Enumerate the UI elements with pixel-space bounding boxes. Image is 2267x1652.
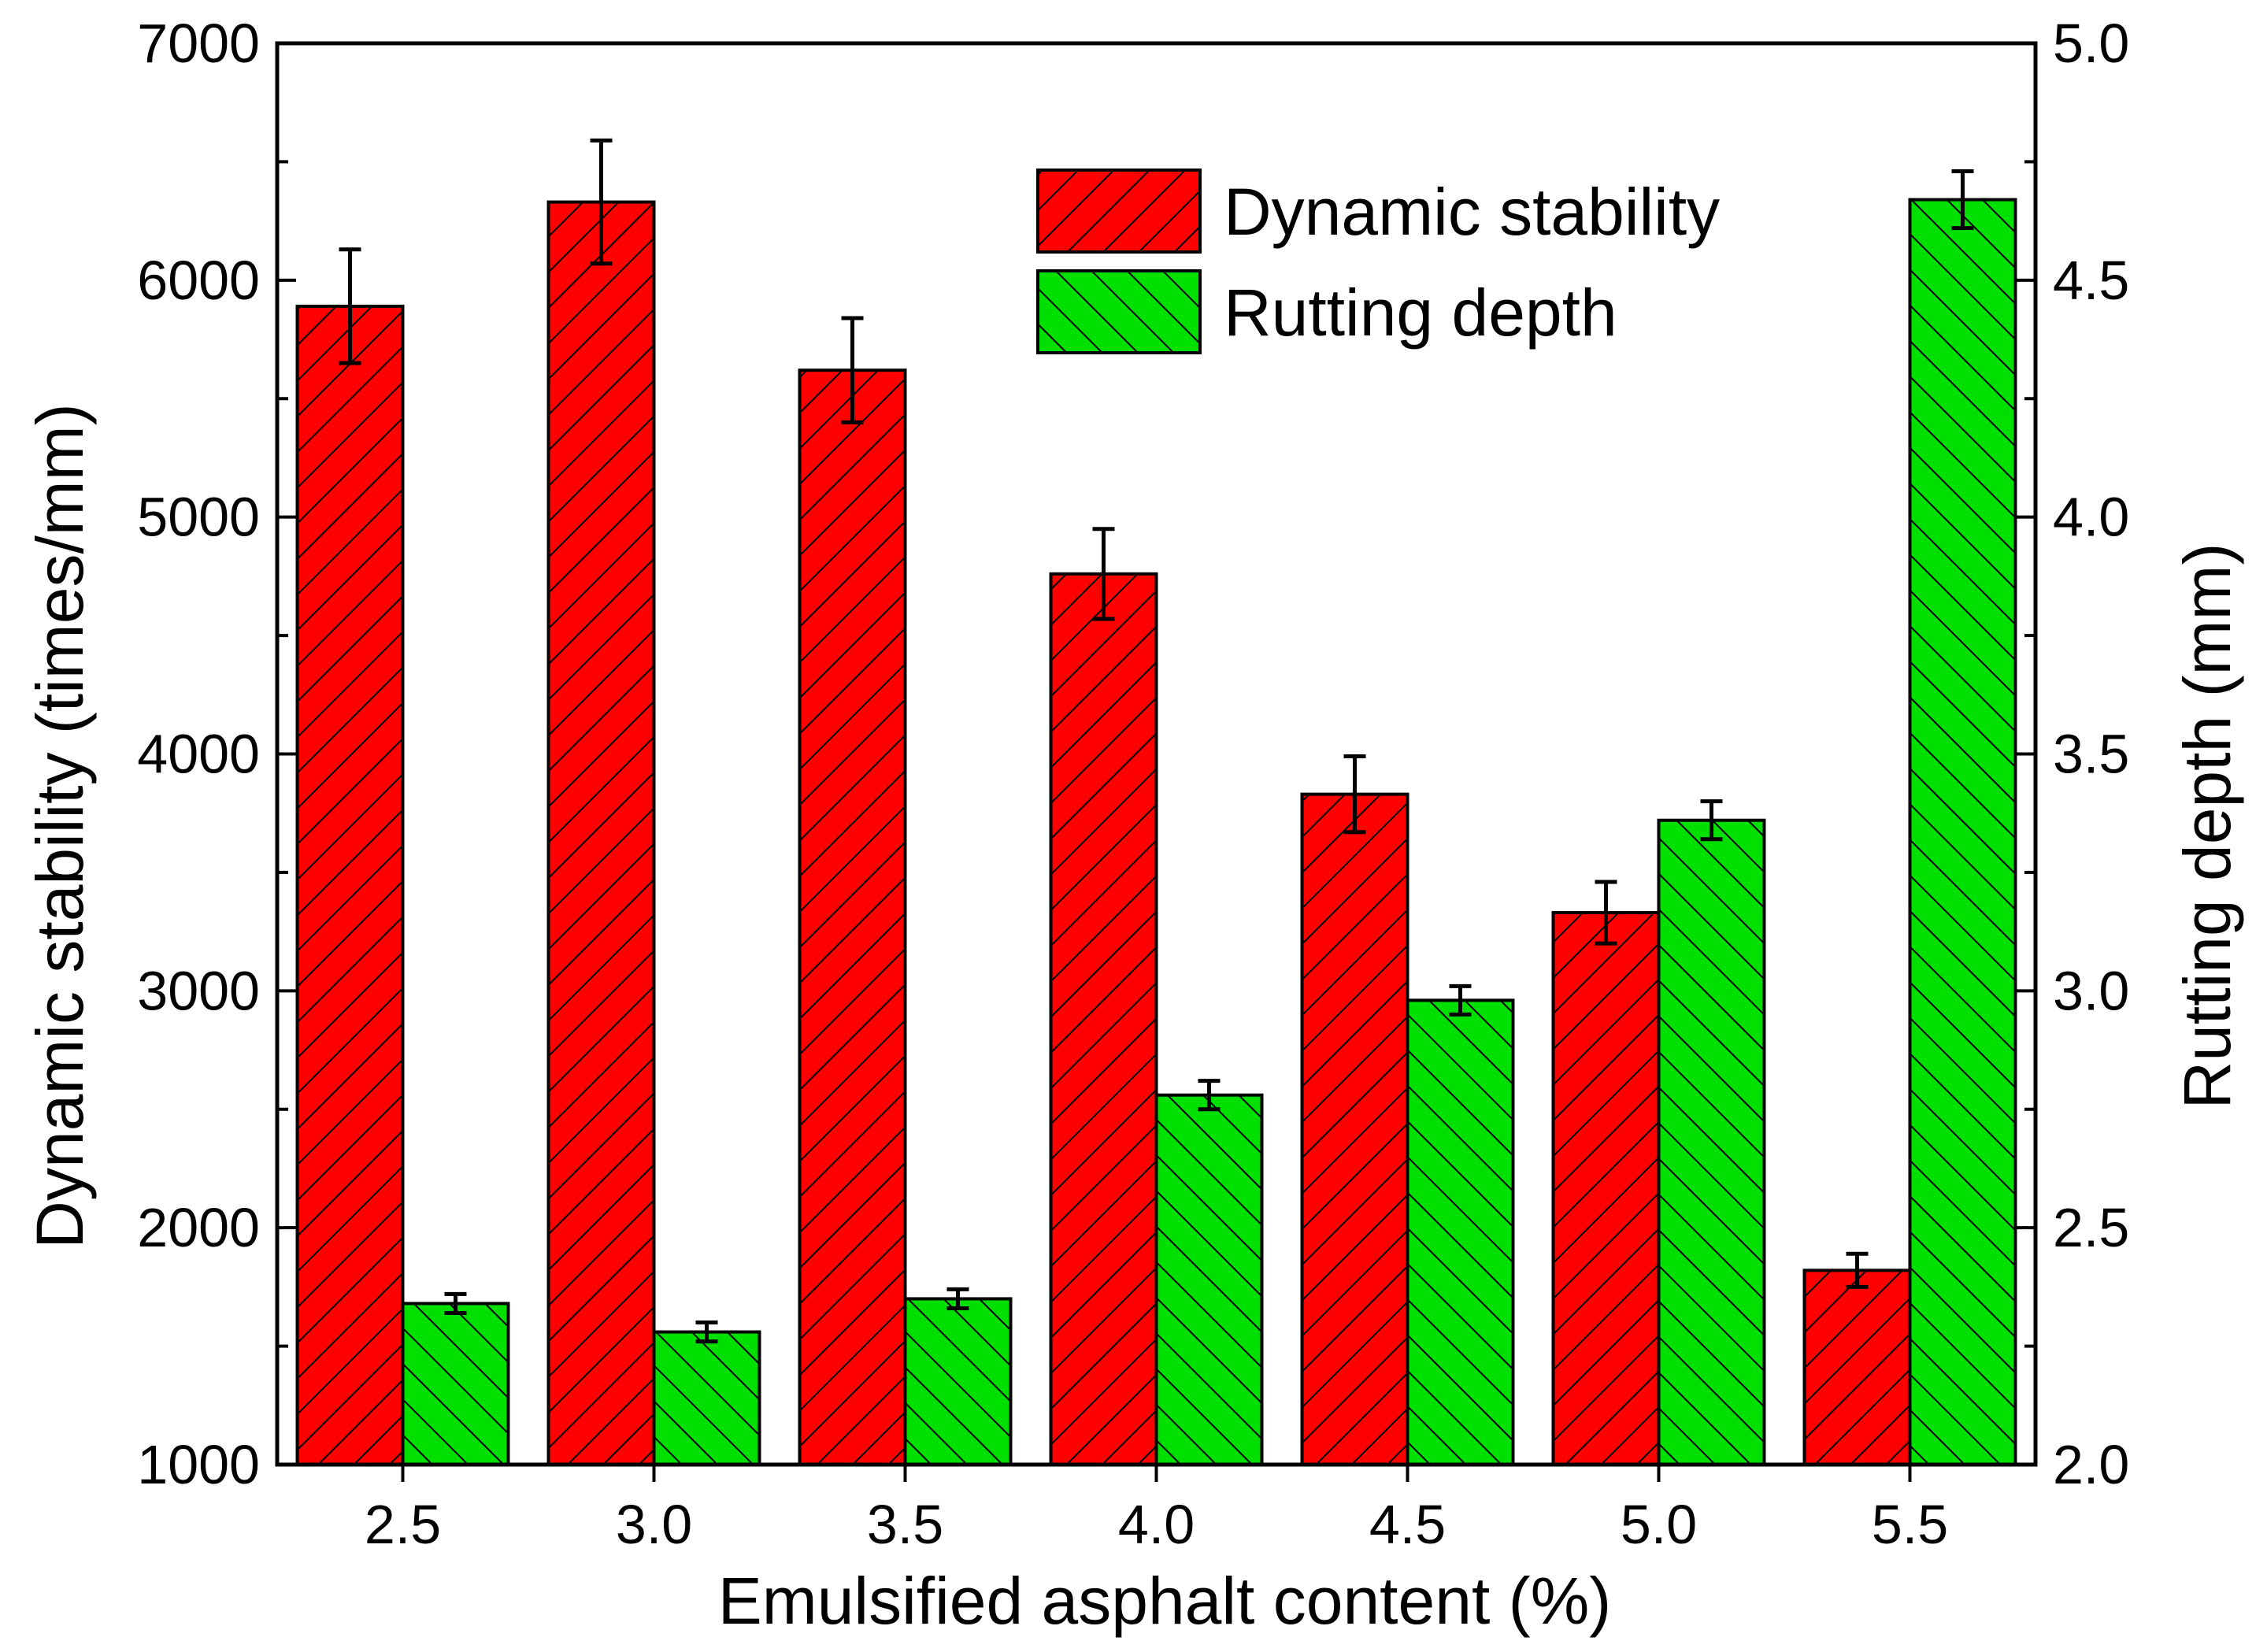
left-tick-label: 4000 (137, 724, 260, 785)
right-tick-label: 4.5 (2053, 250, 2129, 311)
x-tick-label: 5.5 (1872, 1494, 1948, 1555)
x-tick-label: 3.0 (616, 1494, 692, 1555)
bar-dynamic-stability (1049, 572, 1158, 1466)
x-axis-ticks: 2.5 3.0 3.5 4.0 4.5 5.0 5.5 (365, 1465, 1948, 1555)
bar-rutting-depth (401, 1302, 510, 1467)
bar-rutting-depth (903, 1297, 1013, 1466)
legend: Dynamic stability Rutting depth (1036, 169, 1720, 354)
right-tick-label: 2.5 (2053, 1197, 2129, 1258)
bar-rutting-depth (652, 1330, 761, 1466)
bar-dynamic-stability (1551, 911, 1661, 1466)
bar-rutting-depth (1908, 198, 2017, 1466)
right-axis-ticks: 2.0 2.5 3.0 3.5 4.0 4.5 5.0 (2017, 13, 2129, 1495)
bar-dynamic-stability (798, 369, 907, 1466)
right-tick-label: 5.0 (2053, 13, 2129, 74)
bar-dynamic-stability (295, 304, 405, 1466)
legend-label-dynamic-stability: Dynamic stability (1224, 175, 1720, 249)
legend-swatch-rutting-depth (1036, 269, 1202, 354)
bar-dynamic-stability (1300, 792, 1409, 1466)
error-bars-group (339, 138, 1974, 1344)
right-tick-label: 3.5 (2053, 724, 2129, 785)
x-tick-label: 4.5 (1369, 1494, 1446, 1555)
left-axis-ticks: 1000 2000 3000 4000 5000 6000 7000 (137, 13, 296, 1495)
right-tick-label: 3.0 (2053, 960, 2129, 1021)
bar-rutting-depth (1406, 998, 1515, 1467)
bar-dynamic-stability (546, 200, 656, 1466)
left-tick-label: 2000 (137, 1197, 260, 1258)
x-tick-label: 3.5 (867, 1494, 943, 1555)
bar-rutting-depth (1154, 1093, 1264, 1466)
legend-label-rutting-depth: Rutting depth (1224, 276, 1617, 350)
y-axis-title-right: Rutting depth (mm) (2170, 543, 2244, 1109)
left-tick-label: 5000 (137, 487, 260, 548)
x-tick-label: 5.0 (1621, 1494, 1697, 1555)
left-tick-label: 6000 (137, 250, 260, 311)
x-tick-label: 2.5 (365, 1494, 441, 1555)
right-tick-label: 4.0 (2053, 487, 2129, 548)
right-tick-label: 2.0 (2053, 1434, 2129, 1495)
left-tick-label: 3000 (137, 960, 260, 1021)
bars-group (295, 198, 2017, 1467)
bar-rutting-depth (1657, 818, 1766, 1466)
x-tick-label: 4.0 (1118, 1494, 1195, 1555)
legend-swatch-dynamic-stability (1036, 169, 1202, 254)
left-tick-label: 7000 (137, 13, 260, 74)
x-axis-title: Emulsified asphalt content (%) (718, 1564, 1612, 1638)
left-tick-label: 1000 (137, 1434, 260, 1495)
y-axis-title-left: Dynamic stability (times/mm) (23, 403, 97, 1248)
bar-dynamic-stability (1802, 1269, 1912, 1466)
